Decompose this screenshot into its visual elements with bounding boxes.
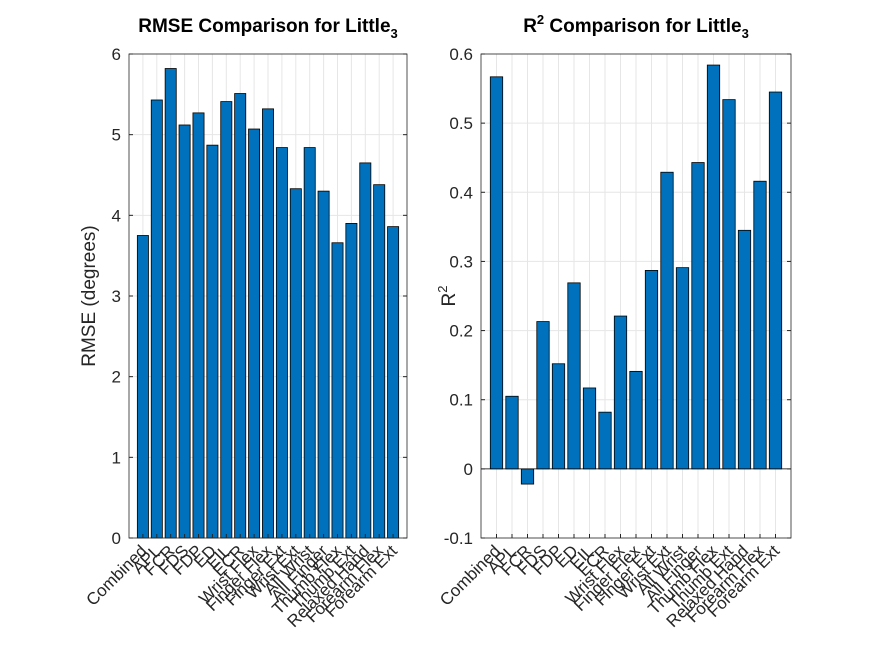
y-tick-label: 0.1 xyxy=(449,391,473,410)
bar xyxy=(536,321,550,470)
bar xyxy=(262,108,274,539)
y-tick-label: 1 xyxy=(112,448,121,467)
bar xyxy=(520,468,535,485)
bar xyxy=(660,171,674,470)
bar xyxy=(551,363,566,470)
bar xyxy=(289,188,302,539)
title-subscript: 3 xyxy=(742,26,749,41)
bar xyxy=(234,93,247,539)
bar xyxy=(164,68,177,539)
y-tick-label: 0.2 xyxy=(449,322,473,341)
bar xyxy=(150,99,163,539)
bar xyxy=(206,144,219,539)
bar xyxy=(248,128,261,539)
bar xyxy=(722,99,736,470)
bar xyxy=(192,112,205,539)
y-tick-label: 0 xyxy=(464,460,473,479)
bar xyxy=(303,147,316,539)
bar xyxy=(317,190,330,539)
bar xyxy=(505,395,519,470)
bar xyxy=(582,387,597,470)
title-text: Comparison for Little xyxy=(544,16,741,37)
y-tick-label: 3 xyxy=(112,287,121,306)
y-tick-label: 0.3 xyxy=(449,252,473,271)
chart-title: RMSE Comparison for Little3 xyxy=(138,16,398,41)
bar xyxy=(753,180,767,470)
bar xyxy=(691,162,705,470)
y-tick-label: 4 xyxy=(112,206,121,225)
y-tick-label: 5 xyxy=(112,126,121,145)
y-label-text: R xyxy=(439,293,460,307)
bar xyxy=(613,315,628,470)
bar xyxy=(598,411,612,470)
y-tick-label: 0 xyxy=(112,529,121,548)
chart-title: R2 Comparison for Little3 xyxy=(523,12,749,41)
bar xyxy=(136,235,149,539)
bar xyxy=(706,64,721,470)
bar xyxy=(387,226,400,539)
bar xyxy=(489,76,504,470)
y-axis-label: RMSE (degrees) xyxy=(79,225,100,367)
bar xyxy=(359,162,372,539)
bar xyxy=(178,124,191,539)
bar xyxy=(373,184,386,539)
bar xyxy=(737,229,752,470)
y-tick-label: 2 xyxy=(112,368,121,387)
bar xyxy=(331,242,344,539)
bar xyxy=(768,91,783,470)
title-superscript: 2 xyxy=(537,12,544,27)
bar xyxy=(275,147,288,539)
y-label-superscript: 2 xyxy=(435,286,450,293)
bar xyxy=(345,222,358,539)
y-axis-label: R2 xyxy=(435,286,460,307)
bar xyxy=(220,101,233,539)
y-tick-label: 0.4 xyxy=(449,183,473,202)
y-tick-label: -0.1 xyxy=(444,529,473,548)
y-tick-label: 0.5 xyxy=(449,114,473,133)
title-text: R xyxy=(523,16,537,37)
y-tick-label: 6 xyxy=(112,45,121,64)
title-subscript: 3 xyxy=(391,26,398,41)
bar xyxy=(629,370,643,470)
title-text: RMSE Comparison for Little xyxy=(138,16,390,37)
bar xyxy=(675,267,690,470)
bar xyxy=(644,270,659,470)
y-tick-label: 0.6 xyxy=(449,45,473,64)
bar xyxy=(567,282,581,470)
